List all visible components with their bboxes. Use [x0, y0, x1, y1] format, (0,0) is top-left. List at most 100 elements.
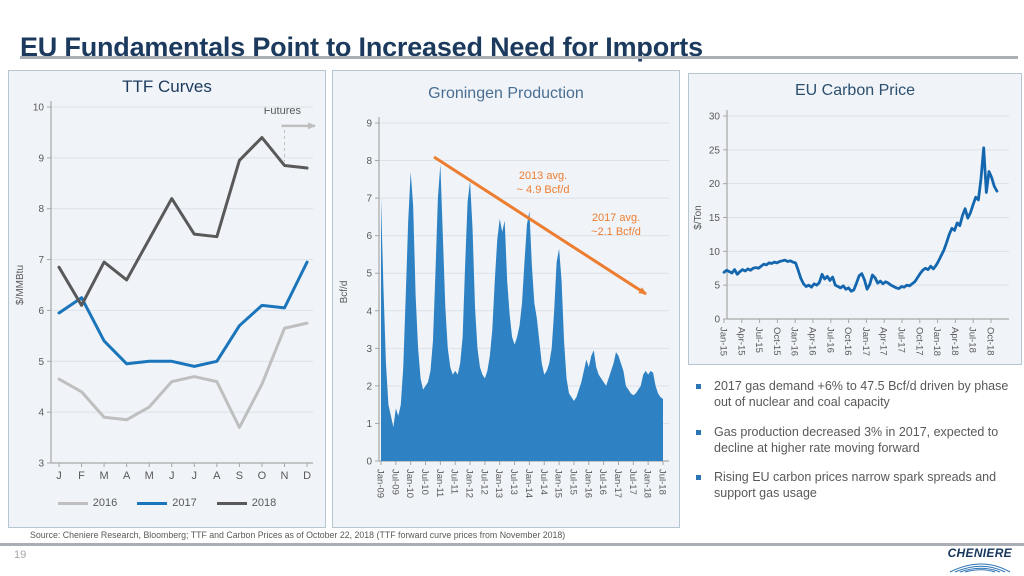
svg-text:30: 30 [709, 112, 721, 123]
svg-text:Apr-18: Apr-18 [949, 327, 960, 356]
svg-text:Jan-09: Jan-09 [375, 469, 386, 498]
svg-text:20: 20 [709, 179, 721, 190]
cheniere-wave-icon [949, 563, 1011, 573]
svg-text:A: A [213, 470, 221, 482]
ttf-legend: 2016 2017 2018 [9, 497, 325, 509]
ttf-curves-chart: 3 4 5 6 7 8 9 10 J F M A M J J A S O N D $/MMBtu [15, 101, 316, 482]
bullet-text: Rising EU carbon prices narrow spark spr… [714, 470, 997, 501]
svg-text:10: 10 [33, 103, 45, 114]
svg-text:Oct-17: Oct-17 [913, 327, 924, 356]
svg-text:0: 0 [366, 457, 372, 468]
source-note: Source: Cheniere Research, Bloomberg; TT… [30, 530, 566, 540]
svg-text:$/MMBtu: $/MMBtu [15, 265, 26, 305]
bullet-gas-production: Gas production decreased 3% in 2017, exp… [692, 424, 1018, 457]
svg-text:Jul-14: Jul-14 [538, 469, 549, 495]
svg-text:Apr-15: Apr-15 [735, 327, 746, 356]
svg-text:Jan-16: Jan-16 [789, 327, 800, 356]
svg-text:$/Ton: $/Ton [693, 205, 704, 229]
groningen-2013-avg-annotation: 2013 avg. ~ 4.9 Bcf/d [516, 170, 570, 197]
svg-text:4: 4 [38, 408, 44, 419]
cheniere-logo: CHENIERE [948, 546, 1012, 576]
svg-text:Jan-18: Jan-18 [931, 327, 942, 356]
legend-swatch [57, 501, 88, 505]
svg-text:Jan-16: Jan-16 [582, 469, 593, 498]
svg-text:Oct-16: Oct-16 [842, 327, 853, 356]
svg-text:Oct-15: Oct-15 [771, 327, 782, 356]
svg-text:6: 6 [366, 231, 372, 242]
svg-text:F: F [78, 470, 85, 482]
svg-text:Jul-17: Jul-17 [627, 469, 638, 495]
svg-text:Jan-15: Jan-15 [553, 469, 564, 498]
ttf-curves-panel: TTF Curves Futures 3 4 5 6 7 8 9 10 J F M A M J J A S O N D… [8, 70, 326, 528]
svg-text:M: M [145, 470, 154, 482]
svg-text:J: J [192, 470, 198, 482]
svg-text:Jan-10: Jan-10 [404, 469, 415, 498]
bullet-square-icon [696, 475, 701, 480]
svg-text:Jul-15: Jul-15 [753, 327, 764, 353]
svg-text:5: 5 [366, 269, 372, 280]
eu-carbon-price-chart: 0 5 10 15 20 25 30 Jan-15 Apr-15 Jul-15 Oct-15 Jan-… [693, 110, 1009, 356]
svg-text:Oct-18: Oct-18 [985, 327, 996, 356]
legend-swatch [137, 501, 168, 505]
svg-text:0: 0 [714, 315, 720, 326]
svg-text:Jan-15: Jan-15 [718, 327, 729, 356]
legend-item-2018: 2018 [216, 497, 277, 509]
svg-text:Jan-17: Jan-17 [860, 327, 871, 356]
svg-text:Apr-17: Apr-17 [878, 327, 889, 356]
svg-text:Jul-15: Jul-15 [567, 469, 578, 495]
footer-divider [0, 543, 1024, 546]
legend-label: 2017 [172, 497, 197, 509]
svg-text:10: 10 [709, 247, 721, 258]
bullet-gas-demand: 2017 gas demand +6% to 47.5 Bcf/d driven… [692, 378, 1018, 411]
svg-text:15: 15 [709, 213, 721, 224]
carbon-chart-title: EU Carbon Price [794, 82, 916, 99]
groningen-panel: Groningen Production 0 1 2 3 4 5 6 7 8 9 Jan-09 Jul… [332, 70, 680, 528]
svg-text:Jan-14: Jan-14 [523, 469, 534, 498]
legend-item-2016: 2016 [57, 497, 118, 509]
svg-text:M: M [100, 470, 109, 482]
svg-text:5: 5 [714, 281, 720, 292]
svg-text:8: 8 [366, 156, 372, 167]
svg-text:Jan-18: Jan-18 [642, 469, 653, 498]
svg-text:Jan-12: Jan-12 [464, 469, 475, 498]
bullet-square-icon [696, 384, 701, 389]
svg-text:Apr-16: Apr-16 [807, 327, 818, 356]
legend-swatch [216, 501, 247, 505]
svg-text:25: 25 [709, 145, 721, 156]
svg-text:J: J [56, 470, 62, 482]
svg-text:Jul-09: Jul-09 [389, 469, 400, 495]
bullet-text: 2017 gas demand +6% to 47.5 Bcf/d driven… [714, 379, 1009, 410]
svg-text:Bcf/d: Bcf/d [339, 281, 350, 304]
svg-text:4: 4 [366, 306, 372, 317]
legend-label: 2016 [92, 497, 118, 509]
svg-text:Jan-11: Jan-11 [434, 469, 445, 497]
bullet-square-icon [696, 429, 701, 435]
svg-text:7: 7 [38, 255, 44, 266]
ttf-chart-title: TTF Curves [122, 77, 212, 96]
svg-text:Jul-16: Jul-16 [824, 327, 835, 353]
svg-text:9: 9 [366, 119, 372, 130]
legend-label: 2018 [251, 497, 277, 509]
svg-text:Jul-17: Jul-17 [896, 327, 907, 353]
svg-text:Jul-12: Jul-12 [478, 469, 489, 495]
svg-text:7: 7 [366, 194, 372, 205]
svg-text:5: 5 [38, 357, 44, 368]
groningen-2017-avg-annotation: 2017 avg. ~2.1 Bcf/d [591, 212, 641, 239]
svg-text:9: 9 [38, 153, 44, 164]
cheniere-logo-text: CHENIERE [947, 546, 1012, 560]
svg-text:8: 8 [38, 204, 44, 215]
svg-text:1: 1 [366, 419, 372, 430]
svg-text:Jul-16: Jul-16 [597, 469, 608, 495]
page-number: 19 [14, 549, 27, 561]
svg-text:N: N [281, 470, 289, 482]
svg-text:2: 2 [366, 381, 372, 392]
svg-text:3: 3 [38, 459, 44, 470]
svg-text:O: O [258, 470, 267, 482]
eu-carbon-price-panel: EU Carbon Price 0 5 10 15 20 25 30 Jan-15 Apr-15… [688, 73, 1022, 365]
bullet-list: 2017 gas demand +6% to 47.5 Bcf/d driven… [692, 378, 1018, 515]
svg-text:S: S [236, 470, 243, 482]
groningen-chart-title: Groningen Production [428, 85, 584, 102]
svg-text:A: A [123, 470, 131, 482]
bullet-text: Gas production decreased 3% in 2017, exp… [714, 424, 999, 455]
